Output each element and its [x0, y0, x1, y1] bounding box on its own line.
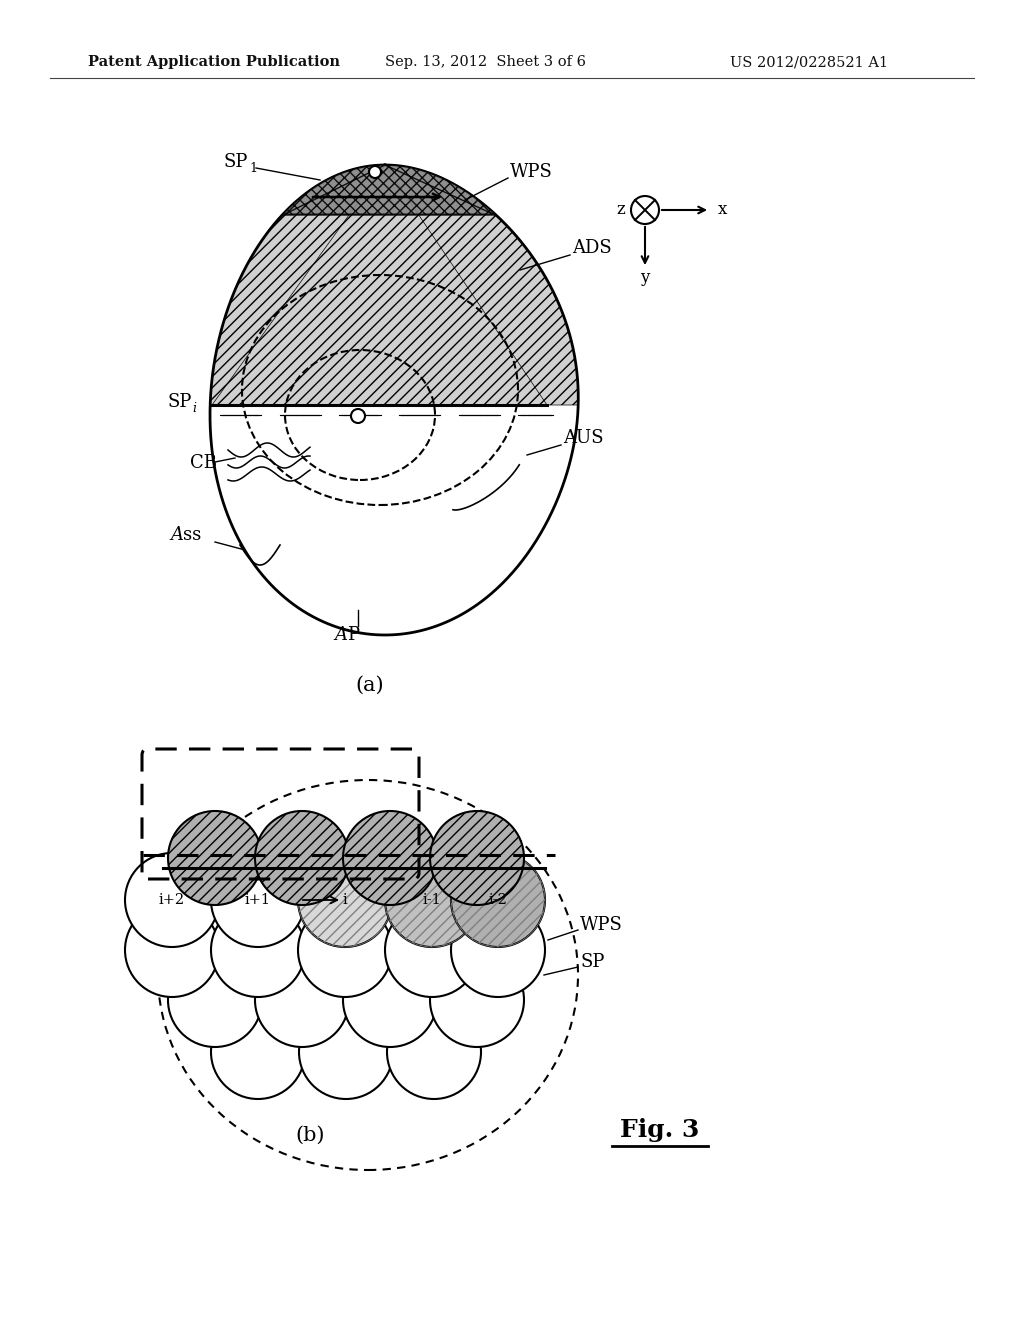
Circle shape	[168, 953, 262, 1047]
Circle shape	[387, 1005, 481, 1100]
Polygon shape	[283, 165, 496, 215]
Circle shape	[211, 903, 305, 997]
Text: i+1: i+1	[245, 894, 271, 907]
Circle shape	[343, 810, 437, 906]
Text: P: P	[347, 626, 359, 644]
Polygon shape	[210, 165, 579, 405]
Circle shape	[343, 953, 437, 1047]
Circle shape	[451, 853, 545, 946]
Polygon shape	[210, 165, 579, 405]
Circle shape	[211, 853, 305, 946]
Circle shape	[299, 1005, 393, 1100]
Text: y: y	[640, 269, 649, 286]
Text: SP: SP	[223, 153, 248, 172]
Text: WPS: WPS	[580, 916, 623, 935]
Text: (a): (a)	[355, 676, 384, 694]
Circle shape	[430, 810, 524, 906]
Circle shape	[125, 903, 219, 997]
Circle shape	[430, 953, 524, 1047]
Text: Patent Application Publication: Patent Application Publication	[88, 55, 340, 69]
Circle shape	[168, 810, 262, 906]
Text: A: A	[334, 626, 347, 644]
Text: i: i	[343, 894, 347, 907]
Text: z: z	[616, 202, 625, 219]
Text: i: i	[193, 403, 196, 416]
Circle shape	[211, 1005, 305, 1100]
Circle shape	[255, 953, 349, 1047]
Text: CB: CB	[190, 454, 217, 473]
Text: i-2: i-2	[488, 894, 508, 907]
Circle shape	[451, 903, 545, 997]
Text: i-1: i-1	[423, 894, 441, 907]
Text: ADS: ADS	[572, 239, 611, 257]
Text: US 2012/0228521 A1: US 2012/0228521 A1	[730, 55, 888, 69]
Text: (b): (b)	[295, 1126, 325, 1144]
Circle shape	[385, 853, 479, 946]
Circle shape	[351, 409, 365, 422]
Circle shape	[369, 166, 381, 178]
Text: SP: SP	[580, 953, 604, 972]
Circle shape	[385, 903, 479, 997]
Text: 1: 1	[249, 162, 257, 176]
Text: ss: ss	[183, 525, 202, 544]
Text: SP: SP	[168, 393, 193, 411]
Circle shape	[255, 810, 349, 906]
Text: Fig. 3: Fig. 3	[621, 1118, 699, 1142]
Text: A: A	[170, 525, 183, 544]
Text: AUS: AUS	[563, 429, 603, 447]
Text: x: x	[718, 202, 727, 219]
Text: WPS: WPS	[510, 162, 553, 181]
Circle shape	[298, 853, 392, 946]
Circle shape	[125, 853, 219, 946]
Circle shape	[298, 903, 392, 997]
Text: Sep. 13, 2012  Sheet 3 of 6: Sep. 13, 2012 Sheet 3 of 6	[385, 55, 586, 69]
Text: i+2: i+2	[159, 894, 185, 907]
Circle shape	[631, 195, 659, 224]
